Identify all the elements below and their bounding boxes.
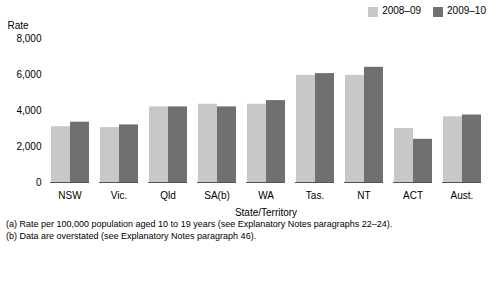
- html-text:(a) Rate per 100,000 populatio: (a) Rate per 100,000 population aged 10 …: [6, 219, 393, 229]
- svg-text:NSW: NSW: [58, 190, 82, 201]
- svg-text:State/Territory: State/Territory: [235, 207, 297, 218]
- svg-text:4,000: 4,000: [16, 105, 41, 116]
- svg-text:Tas.: Tas.: [306, 190, 324, 201]
- svg-text:Qld: Qld: [160, 190, 176, 201]
- svg-text:NT: NT: [357, 190, 370, 201]
- svg-text:WA: WA: [258, 190, 274, 201]
- html-text:2009–10: 2009–10: [447, 5, 486, 17]
- html-text:(b) Data are overstated (see E: (b) Data are overstated (see Explanatory…: [6, 231, 257, 241]
- svg-text:Rate: Rate: [8, 20, 30, 31]
- svg-text:2,000: 2,000: [16, 141, 41, 152]
- svg-text:0: 0: [36, 177, 42, 188]
- svg-text:ACT: ACT: [403, 190, 423, 201]
- svg-text:SA(b): SA(b): [204, 190, 230, 201]
- svg-text:8,000: 8,000: [16, 33, 41, 44]
- svg-text:Aust.: Aust.: [451, 190, 474, 201]
- html-text:2008–09: 2008–09: [382, 5, 422, 17]
- svg-text:Vic.: Vic.: [111, 190, 128, 201]
- svg-text:6,000: 6,000: [16, 69, 41, 80]
